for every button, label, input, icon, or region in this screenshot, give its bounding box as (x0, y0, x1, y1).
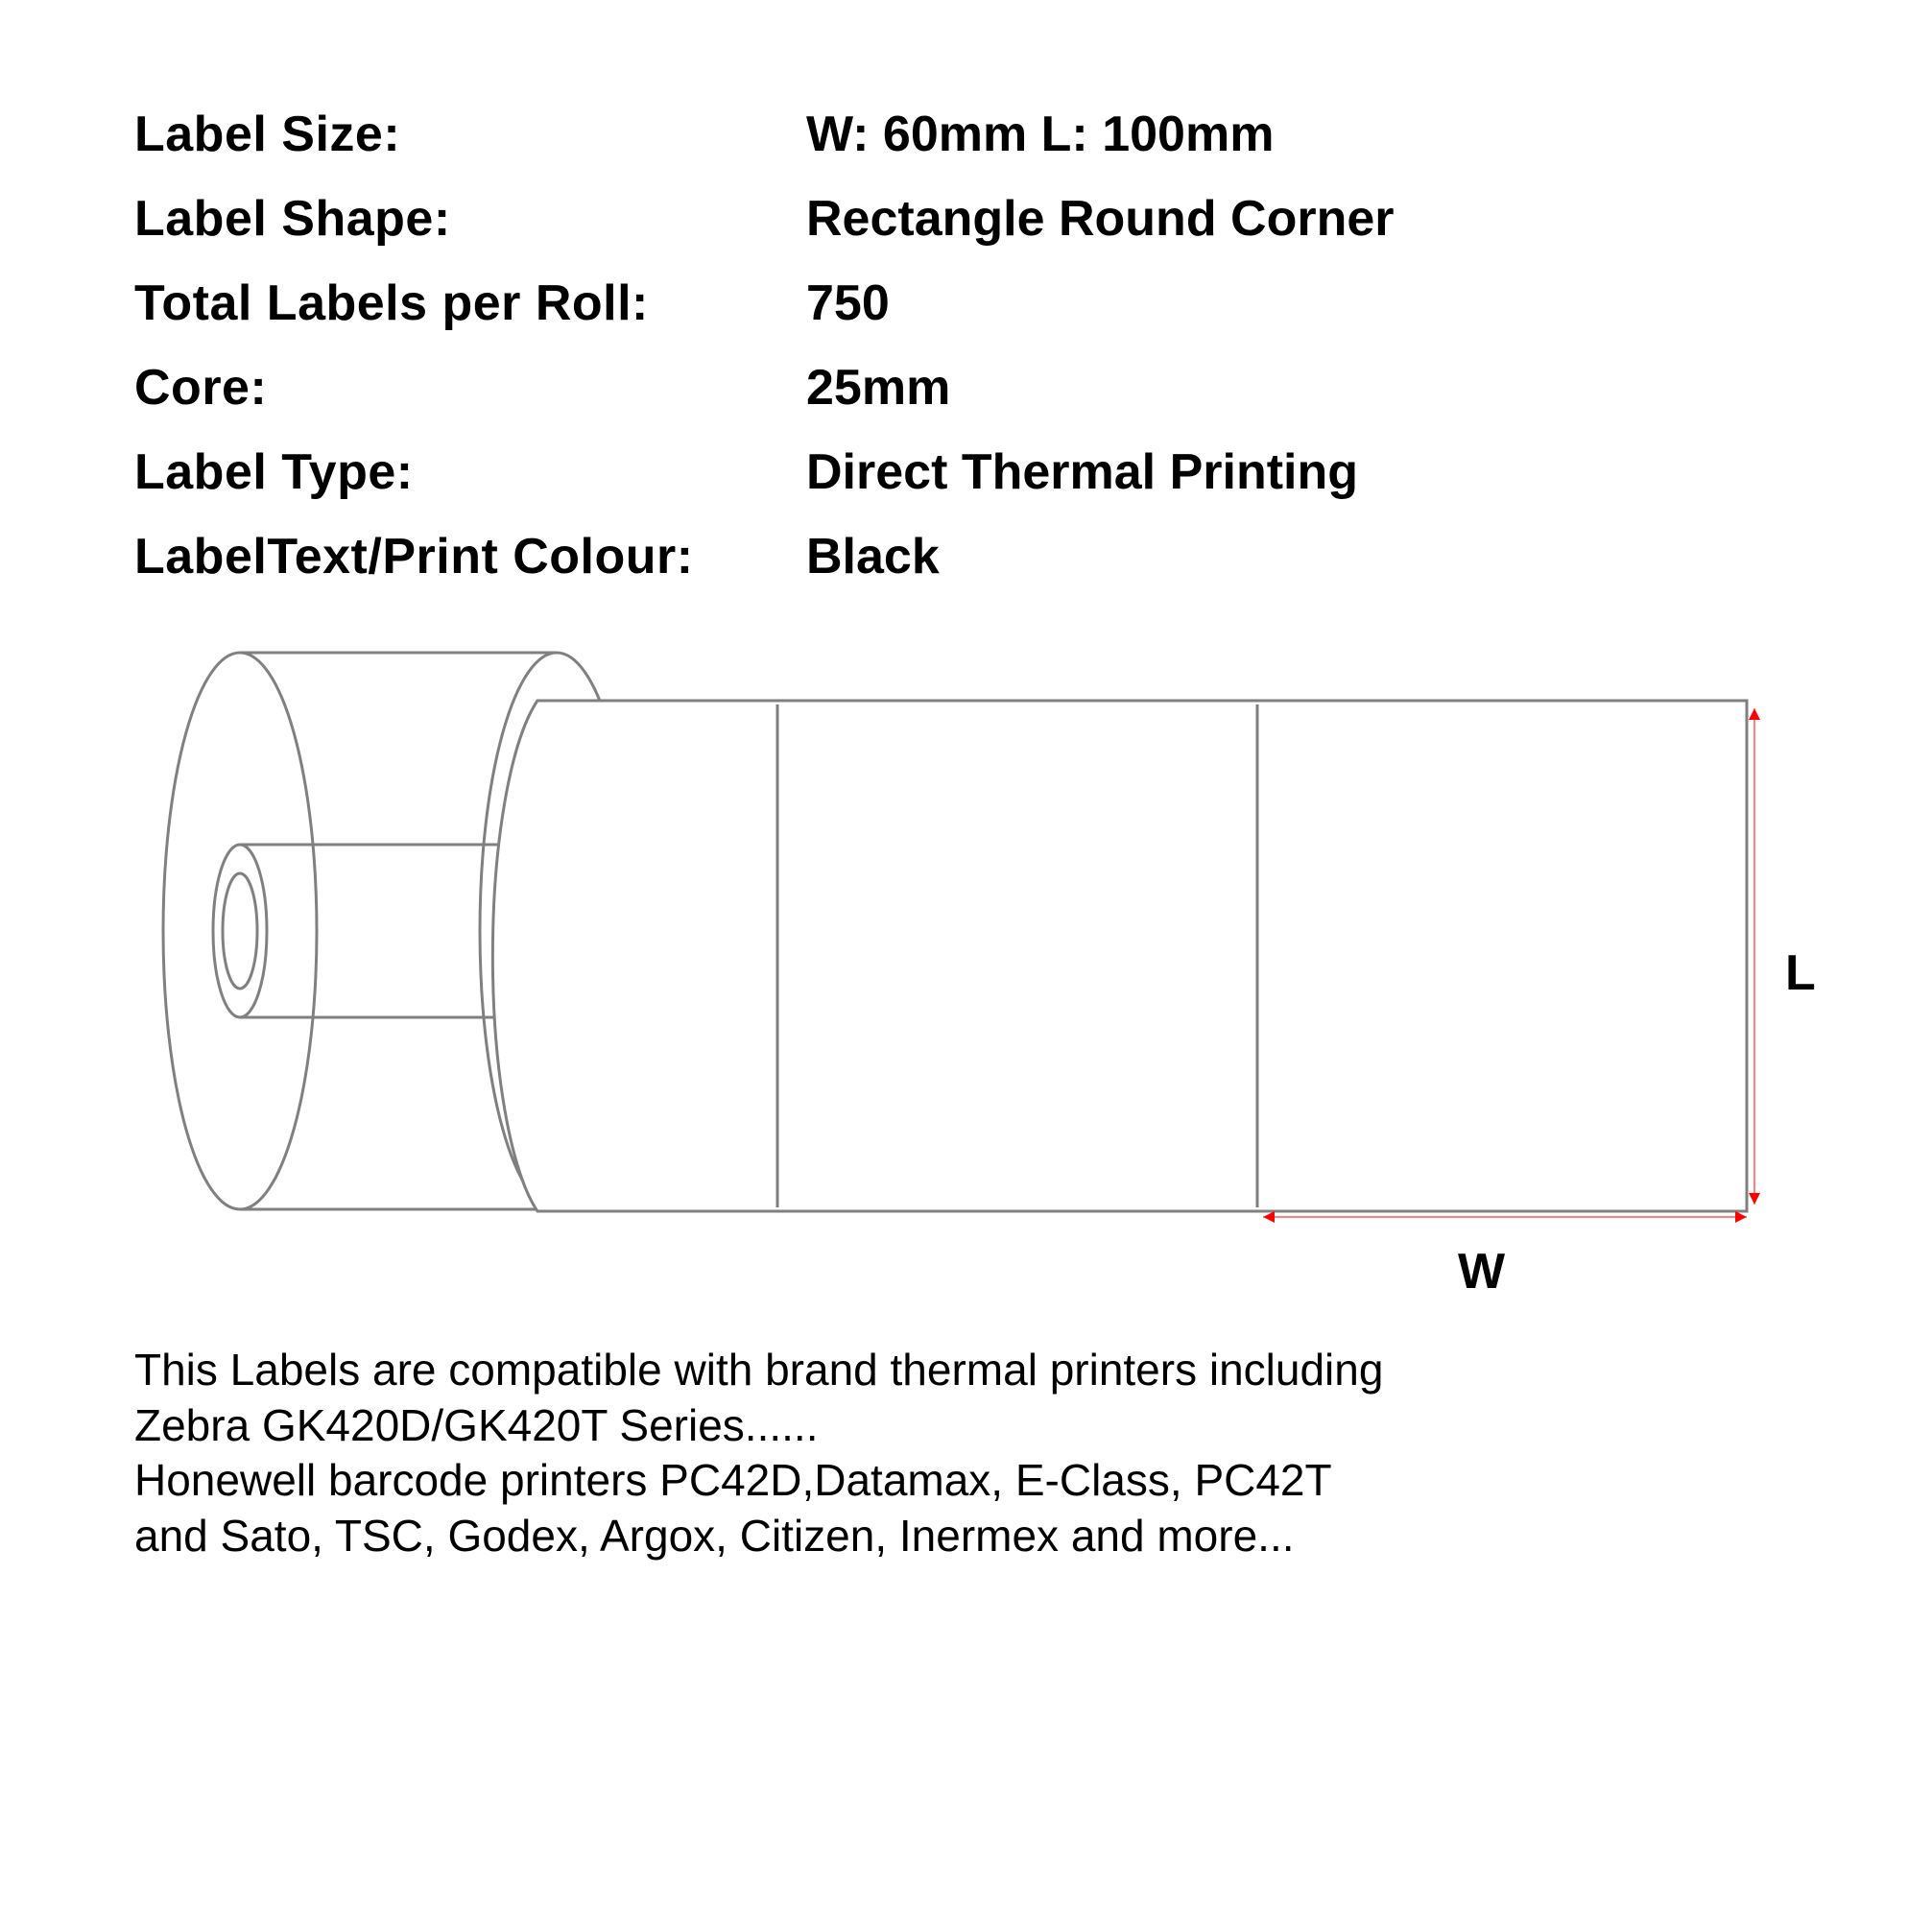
spec-value: Black (806, 528, 940, 585)
spec-value: Rectangle Round Corner (806, 190, 1395, 248)
label-roll-diagram: L W (134, 624, 1826, 1320)
compat-line: Honewell barcode printers PC42D,Datamax,… (134, 1453, 1826, 1509)
compatibility-text: This Labels are compatible with brand th… (134, 1343, 1826, 1563)
compat-line: and Sato, TSC, Godex, Argox, Citizen, In… (134, 1509, 1826, 1564)
spec-label: Label Shape: (134, 190, 749, 248)
spec-label: Label Size: (134, 106, 749, 163)
spec-label: Core: (134, 359, 749, 417)
spec-value: W: 60mm L: 100mm (806, 106, 1274, 163)
compat-line: This Labels are compatible with brand th… (134, 1343, 1826, 1398)
spec-row: Core: 25mm (134, 359, 1826, 417)
spec-row: LabelText/Print Colour: Black (134, 528, 1826, 585)
dimension-W-label: W (1458, 1243, 1505, 1300)
spec-label: Total Labels per Roll: (134, 274, 749, 332)
spec-label: Label Type: (134, 443, 749, 501)
spec-row: Label Size: W: 60mm L: 100mm (134, 106, 1826, 163)
spec-row: Label Shape: Rectangle Round Corner (134, 190, 1826, 248)
product-spec-sheet: Label Size: W: 60mm L: 100mm Label Shape… (0, 0, 1932, 1932)
roll-illustration-icon (134, 624, 1824, 1315)
spec-table: Label Size: W: 60mm L: 100mm Label Shape… (134, 106, 1826, 585)
spec-value: 750 (806, 274, 890, 332)
spec-row: Total Labels per Roll: 750 (134, 274, 1826, 332)
dimension-L-label: L (1785, 944, 1816, 1002)
compat-line: Zebra GK420D/GK420T Series...... (134, 1398, 1826, 1454)
spec-value: Direct Thermal Printing (806, 443, 1358, 501)
spec-row: Label Type: Direct Thermal Printing (134, 443, 1826, 501)
spec-value: 25mm (806, 359, 950, 417)
spec-label: LabelText/Print Colour: (134, 528, 749, 585)
